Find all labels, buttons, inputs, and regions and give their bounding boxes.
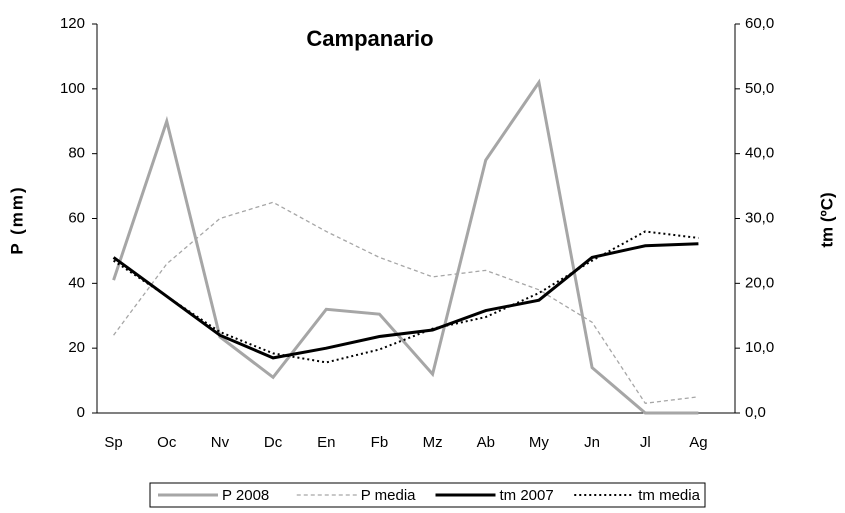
y2-axis-label: tm (ºC) [817,192,836,247]
legend-label: P 2008 [222,487,269,504]
y2-tick-label: 30,0 [745,209,774,226]
series-line [113,201,699,404]
x-tick-label: Ag [689,434,707,451]
y2-tick-label: 20,0 [745,274,774,291]
y-tick-label: 20 [68,339,85,356]
y2-tick-label: 50,0 [745,80,774,97]
x-tick-label: Sp [104,434,122,451]
y-axis-label: P (mm) [7,185,26,254]
legend-label: tm media [638,487,700,504]
x-tick-label: Ab [477,434,495,451]
y-tick-label: 60 [68,209,85,226]
x-tick-label: Oc [157,434,177,451]
y2-tick-label: 0,0 [745,404,766,421]
y-tick-label: 120 [60,15,85,32]
series-line [113,230,699,364]
y-tick-label: 100 [60,80,85,97]
y-tick-label: 0 [77,404,85,421]
x-tick-label: Dc [264,434,283,451]
x-tick-label: En [317,434,335,451]
y2-tick-label: 10,0 [745,339,774,356]
series-line [112,78,699,415]
x-tick-label: Nv [211,434,230,451]
x-tick-label: Fb [371,434,389,451]
legend-label: tm 2007 [500,487,554,504]
x-tick-label: My [529,434,549,451]
y-tick-label: 80 [68,145,85,162]
x-tick-label: Mz [423,434,443,451]
legend-label: P media [361,487,416,504]
y2-tick-label: 40,0 [745,145,774,162]
y2-tick-label: 60,0 [745,15,774,32]
legend-box [149,482,706,508]
x-tick-label: Jn [584,434,600,451]
y-tick-label: 40 [68,274,85,291]
chart-title: Campanario [306,26,433,51]
x-tick-label: Jl [640,434,651,451]
